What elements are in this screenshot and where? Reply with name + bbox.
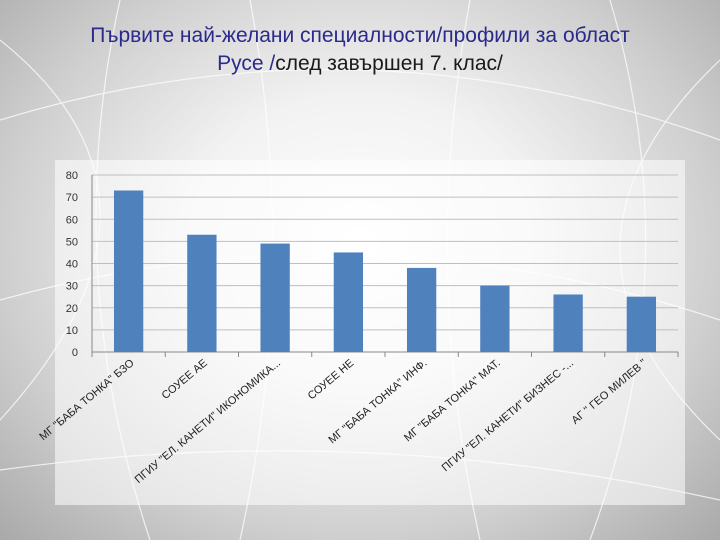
y-tick-label: 0: [72, 347, 78, 359]
slide-title: Първите най-желани специалности/профили …: [30, 22, 690, 78]
chart-area: [55, 160, 685, 505]
y-tick-labels: 0 10 20 30 40 50 60 70 80: [66, 170, 78, 359]
bar: [187, 234, 217, 352]
bar: [113, 190, 144, 352]
y-tick-label: 10: [66, 325, 78, 337]
y-tick-label: 60: [66, 214, 78, 226]
bar: [333, 252, 364, 352]
title-line-2-accent: Русе /: [217, 52, 276, 75]
y-tick-label: 30: [66, 281, 78, 293]
y-tick-label: 70: [66, 192, 78, 204]
y-tick-label: 50: [66, 236, 78, 248]
bar: [626, 296, 657, 352]
y-tick-label: 80: [66, 170, 78, 182]
title-line-1: Първите най-желани специалности/профили …: [90, 24, 630, 47]
title-line-2: Русе /след завършен 7. клас/: [30, 50, 690, 78]
bar: [260, 243, 290, 352]
bars: [113, 190, 657, 352]
title-line-2-rest: след завършен 7. клас/: [275, 52, 503, 75]
y-tick-label: 40: [66, 259, 78, 271]
y-tick-label: 20: [66, 303, 78, 315]
bar: [553, 294, 583, 352]
bar: [480, 285, 510, 352]
bar: [406, 267, 437, 352]
